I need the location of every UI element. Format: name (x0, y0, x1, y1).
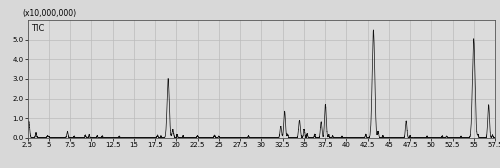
Text: (x10,000,000): (x10,000,000) (23, 9, 77, 18)
Text: TIC: TIC (31, 24, 44, 33)
